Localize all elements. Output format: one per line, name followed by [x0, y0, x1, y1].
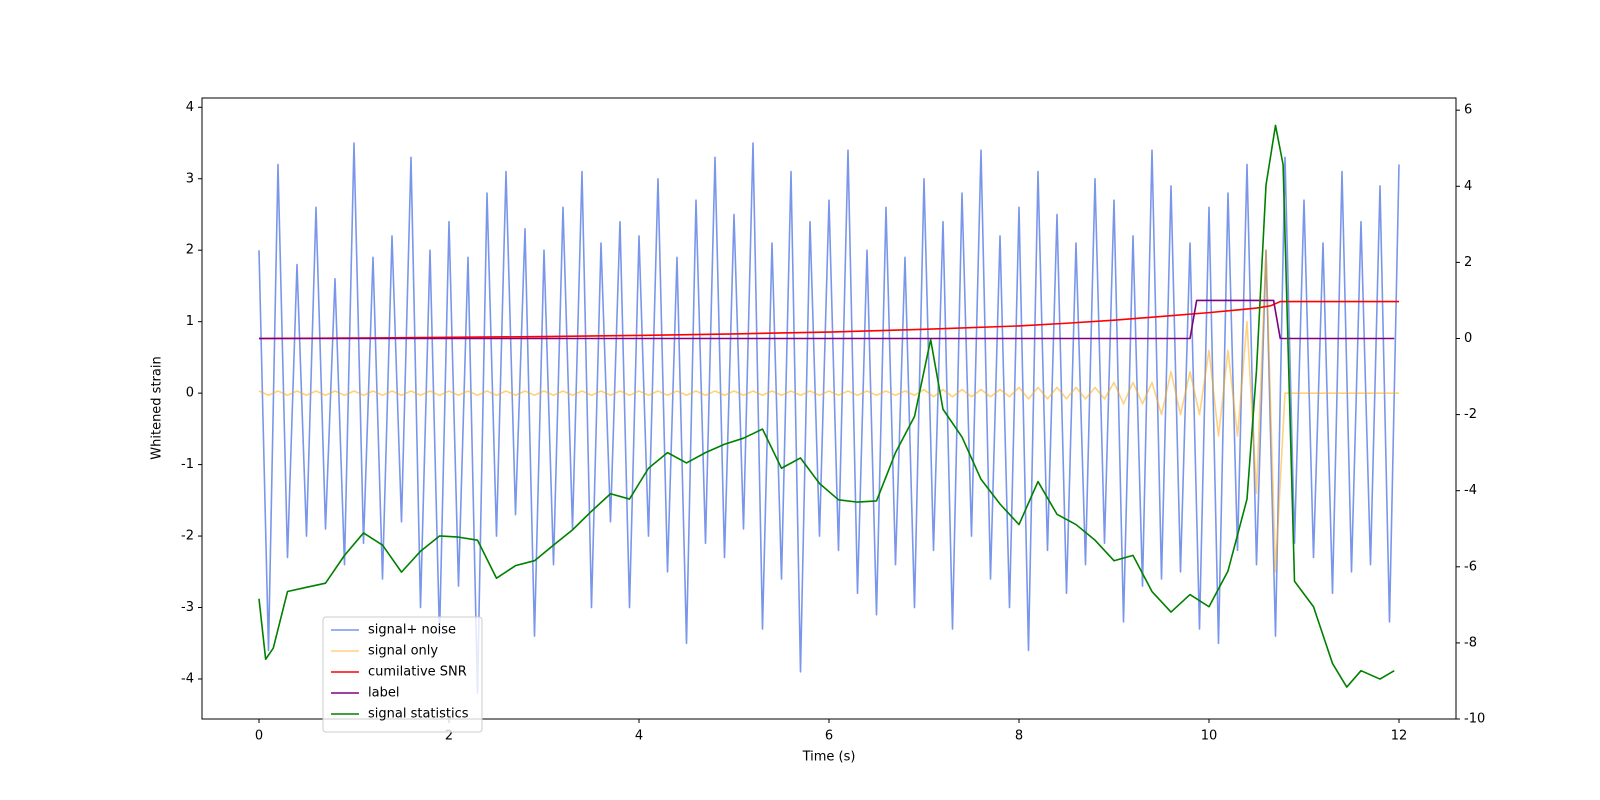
legend-box: [322, 616, 483, 733]
y2-tick-label: 0: [1464, 331, 1472, 346]
y2-tick-label: -4: [1464, 483, 1477, 498]
y2-tick-label: -2: [1464, 407, 1477, 422]
x-tick-label: 8: [1015, 729, 1023, 744]
legend-label: signal only: [368, 644, 438, 659]
series-line: [259, 299, 1395, 340]
y-tick-label: 4: [186, 100, 194, 115]
legend-label: label: [368, 686, 399, 701]
x-tick-label: 12: [1391, 729, 1408, 744]
y2-tick-label: -6: [1464, 559, 1477, 574]
y-tick-label: -4: [181, 671, 194, 686]
x-tick-label: 0: [255, 729, 263, 744]
x-tick-label: 4: [635, 729, 643, 744]
x-tick-label: 6: [825, 729, 833, 744]
y2-tick-label: 4: [1464, 179, 1472, 194]
y-tick-label: 0: [186, 386, 194, 401]
y-tick-label: 3: [186, 171, 194, 186]
y2-tick-label: -8: [1464, 635, 1477, 650]
series-line: [258, 142, 1400, 695]
y2-tick-label: 6: [1464, 103, 1472, 118]
series-line: [258, 249, 1399, 573]
y2-tick-label: -10: [1464, 712, 1485, 727]
legend-label: signal statistics: [368, 707, 469, 722]
y-tick-label: -2: [181, 529, 194, 544]
x-tick-label: 10: [1201, 729, 1218, 744]
x-tick-label: 2: [445, 729, 453, 744]
y-tick-label: 2: [186, 243, 194, 258]
y2-tick-label: 2: [1464, 255, 1472, 270]
y-tick-label: -1: [181, 457, 194, 472]
legend-label: signal+ noise: [368, 623, 456, 638]
y-tick-label: -3: [181, 600, 194, 615]
x-axis-label: Time (s): [802, 750, 856, 765]
series-line: [258, 124, 1395, 688]
legend-label: cumilative SNR: [368, 665, 467, 680]
y-tick-label: 1: [186, 314, 194, 329]
y-axis-label: Whitened strain: [150, 356, 165, 459]
series-line: [258, 300, 1399, 340]
